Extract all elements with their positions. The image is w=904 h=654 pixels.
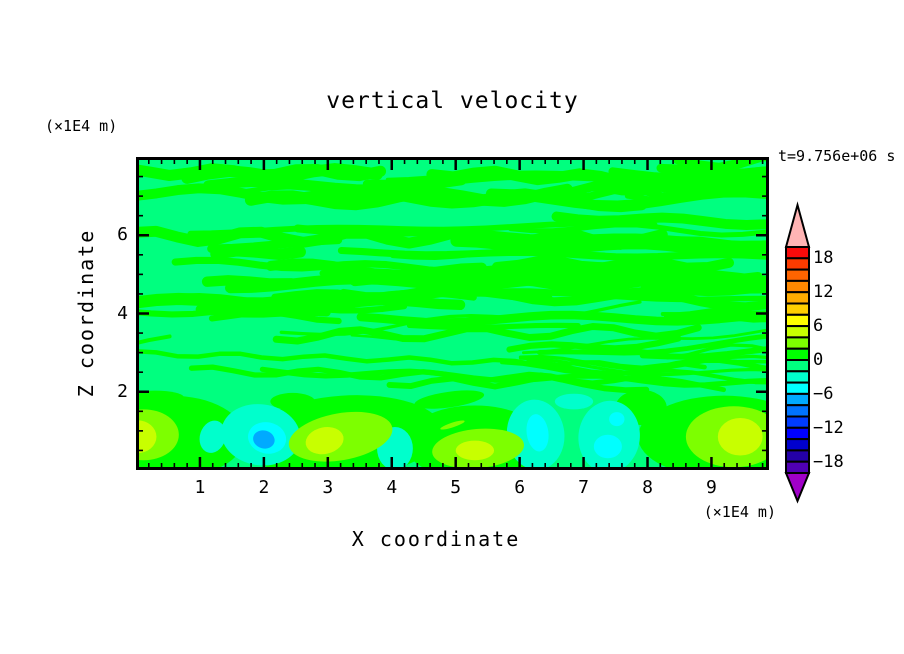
chart-title: vertical velocity bbox=[326, 88, 579, 114]
x-tick-label: 7 bbox=[578, 477, 589, 498]
x-tick-label: 5 bbox=[450, 477, 462, 498]
y-tick-label: 2 bbox=[117, 380, 128, 402]
colorbar-tick-label: 12 bbox=[813, 282, 834, 303]
x-tick-label: 2 bbox=[258, 477, 270, 498]
colorbar-tick-label: −6 bbox=[813, 383, 834, 404]
contour-field bbox=[136, 157, 769, 470]
x-tick-label: 4 bbox=[386, 477, 398, 498]
y-axis-unit-label: (×1E4 m) bbox=[45, 117, 118, 135]
colorbar bbox=[784, 201, 811, 504]
colorbar-tick-label: 18 bbox=[813, 248, 834, 269]
colorbar-tick-label: −18 bbox=[813, 451, 844, 472]
x-tick-label: 9 bbox=[706, 477, 717, 498]
x-tick-label: 3 bbox=[322, 477, 334, 498]
y-tick-label: 6 bbox=[117, 224, 128, 246]
x-axis-unit-label: (×1E4 m) bbox=[703, 503, 776, 521]
colorbar-tick-label: −12 bbox=[813, 417, 844, 438]
x-tick-label: 6 bbox=[514, 477, 526, 498]
y-axis-title: Z coordinate bbox=[74, 228, 98, 398]
plot-area bbox=[136, 157, 769, 470]
timestamp-label: t=9.756e+06 s bbox=[778, 147, 896, 165]
colorbar-tick-label: 0 bbox=[813, 350, 824, 370]
y-tick-label: 4 bbox=[117, 302, 128, 324]
colorbar-tick-label: 6 bbox=[813, 316, 824, 337]
x-axis-title: X coordinate bbox=[351, 527, 521, 551]
x-tick-label: 8 bbox=[642, 477, 653, 498]
x-tick-label: 1 bbox=[194, 477, 206, 498]
